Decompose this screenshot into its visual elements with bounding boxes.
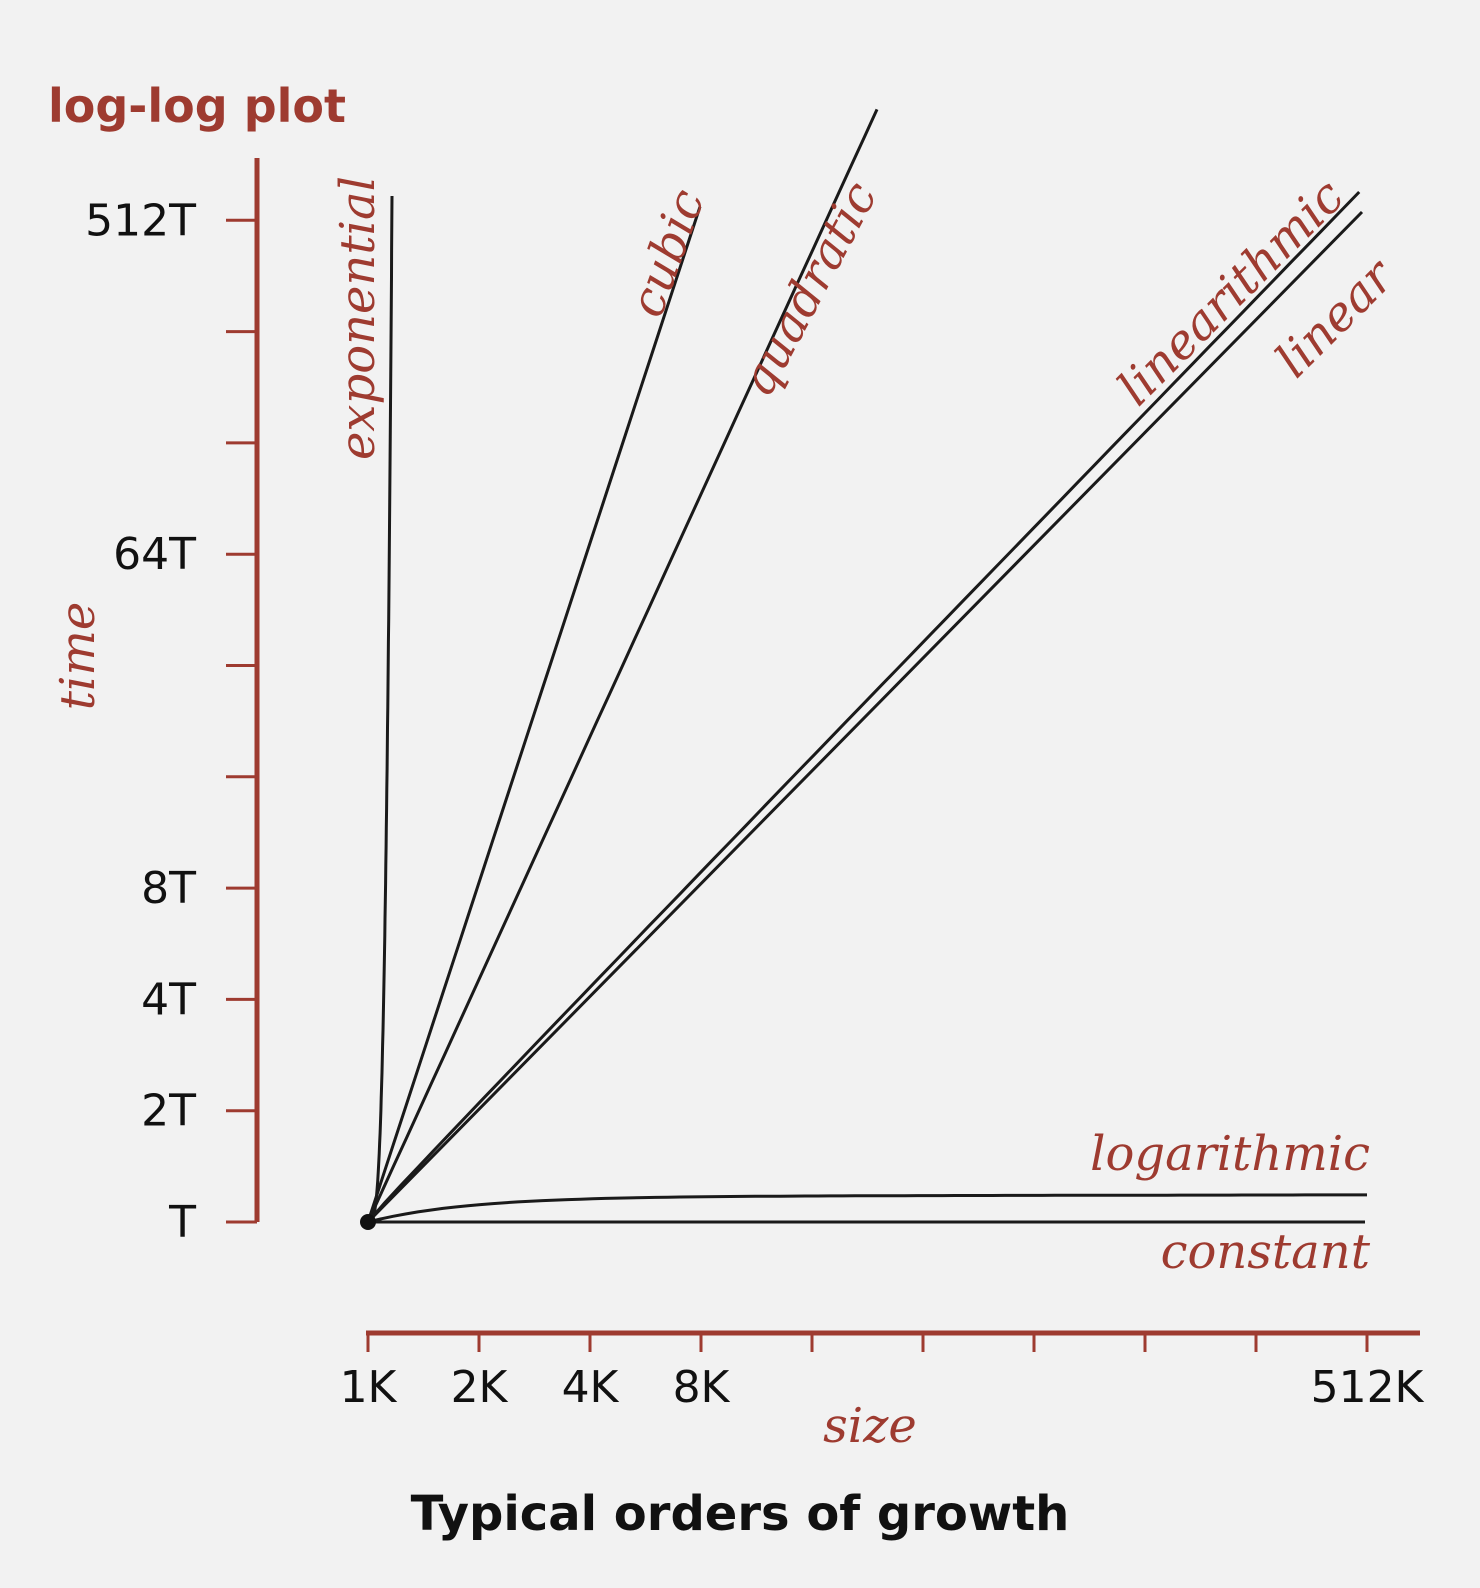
label-cubic: cubic	[619, 182, 716, 324]
curve-linear	[366, 210, 1364, 1224]
label-linearithmic: linearithmic	[1107, 168, 1355, 416]
curve-cubic	[366, 206, 702, 1223]
y-tick-label: 512T	[85, 195, 196, 246]
y-tick-label: 64T	[113, 529, 196, 580]
x-tick-label: 512K	[1311, 1362, 1425, 1413]
y-tick-label: 2T	[141, 1086, 196, 1137]
x-tick-label: 2K	[451, 1362, 509, 1413]
curve-exponential	[367, 195, 394, 1224]
x-ticks: 1K 2K 4K 8K 512K	[340, 1333, 1425, 1413]
origin-point	[360, 1214, 376, 1230]
label-quadratic: quadratic	[729, 173, 888, 406]
chart-title: log-log plot	[48, 79, 346, 133]
x-tick-label: 1K	[340, 1362, 398, 1413]
curve-linearithmic	[366, 190, 1361, 1223]
curve-quadratic	[366, 108, 879, 1223]
y-ticks: T 2T 4T 8T 64T 512T	[85, 195, 257, 1248]
curve-logarithmic	[367, 1193, 1367, 1224]
x-tick-label: 8K	[673, 1362, 731, 1413]
label-constant: constant	[1161, 1224, 1371, 1280]
y-tick-label: T	[168, 1197, 196, 1248]
y-tick-label: 8T	[141, 863, 196, 914]
x-axis-label: size	[823, 1398, 917, 1454]
y-axis-label: time	[50, 602, 106, 711]
curves	[366, 108, 1367, 1224]
chart-caption: Typical orders of growth	[411, 1486, 1070, 1542]
y-tick-label: 4T	[141, 974, 196, 1025]
label-exponential: exponential	[330, 176, 386, 460]
x-tick-label: 4K	[562, 1362, 620, 1413]
label-logarithmic: logarithmic	[1090, 1126, 1370, 1182]
